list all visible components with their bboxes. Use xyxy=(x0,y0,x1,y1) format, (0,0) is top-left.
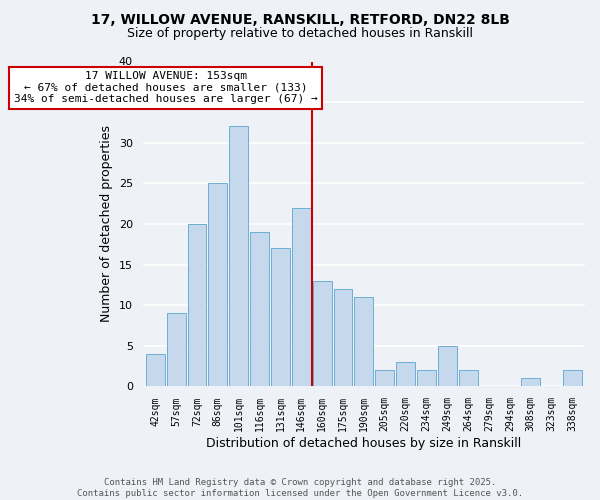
Bar xyxy=(417,370,436,386)
Bar xyxy=(167,314,185,386)
Y-axis label: Number of detached properties: Number of detached properties xyxy=(100,126,113,322)
Bar xyxy=(396,362,415,386)
Bar xyxy=(188,224,206,386)
Bar xyxy=(563,370,582,386)
X-axis label: Distribution of detached houses by size in Ranskill: Distribution of detached houses by size … xyxy=(206,437,521,450)
Bar xyxy=(438,346,457,387)
Bar xyxy=(355,297,373,386)
Bar xyxy=(376,370,394,386)
Text: 17, WILLOW AVENUE, RANSKILL, RETFORD, DN22 8LB: 17, WILLOW AVENUE, RANSKILL, RETFORD, DN… xyxy=(91,12,509,26)
Bar xyxy=(313,281,332,386)
Bar xyxy=(292,208,311,386)
Text: 17 WILLOW AVENUE: 153sqm
← 67% of detached houses are smaller (133)
34% of semi-: 17 WILLOW AVENUE: 153sqm ← 67% of detach… xyxy=(14,71,317,104)
Bar xyxy=(459,370,478,386)
Bar xyxy=(208,184,227,386)
Bar xyxy=(334,289,352,386)
Bar xyxy=(146,354,164,386)
Bar xyxy=(229,126,248,386)
Bar xyxy=(271,248,290,386)
Bar xyxy=(521,378,540,386)
Bar xyxy=(250,232,269,386)
Text: Size of property relative to detached houses in Ranskill: Size of property relative to detached ho… xyxy=(127,28,473,40)
Text: Contains HM Land Registry data © Crown copyright and database right 2025.
Contai: Contains HM Land Registry data © Crown c… xyxy=(77,478,523,498)
